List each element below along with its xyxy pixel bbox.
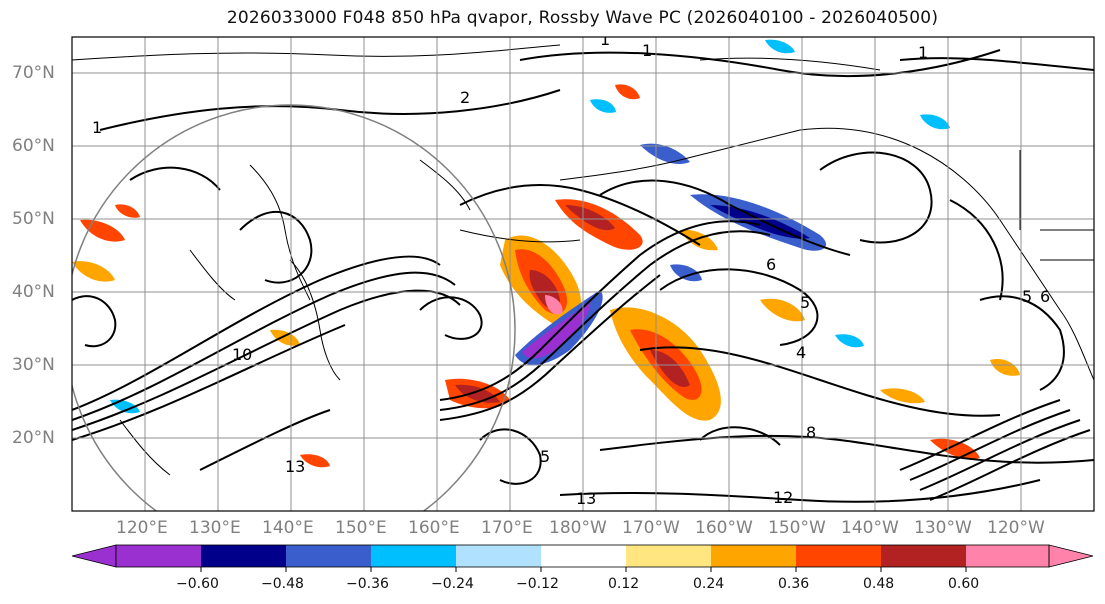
contour-label: 1 bbox=[642, 41, 652, 60]
lon-label: 130°W bbox=[914, 518, 972, 538]
contour-label: 6 bbox=[766, 255, 776, 274]
gridlines bbox=[72, 37, 1094, 511]
colorbar-bin bbox=[626, 545, 711, 567]
colorbar-bin bbox=[881, 545, 966, 567]
lon-label: 120°W bbox=[987, 518, 1045, 538]
colorbar-bin bbox=[796, 545, 881, 567]
lat-label: 60°N bbox=[12, 136, 55, 156]
colorbar-frame bbox=[115, 544, 1050, 568]
lon-label: 130°E bbox=[189, 518, 241, 538]
colorbar-extend-low bbox=[71, 544, 117, 568]
colorbar-bin bbox=[966, 545, 1049, 567]
analysis-circle bbox=[72, 104, 516, 511]
lon-label: 170°W bbox=[622, 518, 680, 538]
contour-label: 6 bbox=[1040, 287, 1050, 306]
lat-label: 30°N bbox=[12, 355, 55, 375]
shading-positive bbox=[72, 84, 1020, 468]
colorbar-tick-label: −0.12 bbox=[516, 576, 559, 592]
lon-label: 140°E bbox=[262, 518, 314, 538]
colorbar-tick-label: 0.36 bbox=[778, 576, 810, 592]
contour-label: 13 bbox=[285, 457, 305, 476]
map-title: 2026033000 F048 850 hPa qvapor, Rossby W… bbox=[226, 8, 939, 28]
contour-label: 1 bbox=[918, 43, 928, 62]
lat-label: 20°N bbox=[12, 428, 55, 448]
colorbar-tick-label: −0.24 bbox=[431, 576, 474, 592]
lon-label: 150°W bbox=[768, 518, 826, 538]
lat-label: 40°N bbox=[12, 282, 55, 302]
colorbar-bin bbox=[116, 545, 201, 567]
colorbar-tick-label: −0.60 bbox=[176, 576, 219, 592]
coastlines bbox=[72, 44, 1094, 476]
contour-label: 2 bbox=[460, 88, 470, 107]
lon-label: 180°W bbox=[549, 518, 607, 538]
lon-label: 140°W bbox=[841, 518, 899, 538]
colorbar-tick-label: 0.24 bbox=[693, 576, 725, 592]
lon-label: 150°E bbox=[335, 518, 387, 538]
colorbar-bin bbox=[371, 545, 456, 567]
colorbar-extend-high bbox=[1048, 544, 1094, 568]
colorbar-bin bbox=[711, 545, 796, 567]
colorbar-tick-label: 0.48 bbox=[863, 576, 895, 592]
colorbar-bin bbox=[201, 545, 286, 567]
colorbar-tick-label: −0.36 bbox=[346, 576, 389, 592]
lon-label: 170°E bbox=[481, 518, 533, 538]
map-content: 1 1 1 1 2 4 5 5 6 6 8 10 12 13 13 5 bbox=[72, 30, 1094, 511]
contour-label-group: 1 1 1 1 2 4 5 5 6 6 8 10 12 13 13 5 bbox=[92, 30, 1050, 508]
contour-label: 1 bbox=[92, 118, 102, 137]
map-frame bbox=[71, 36, 1095, 512]
contour-label: 1 bbox=[600, 30, 610, 49]
colorbar-bin bbox=[541, 545, 626, 567]
contour-label: 5 bbox=[1022, 287, 1032, 306]
lat-label: 70°N bbox=[12, 63, 55, 83]
contour-label: 13 bbox=[576, 489, 596, 508]
lon-label: 160°W bbox=[695, 518, 753, 538]
colorbar-bin bbox=[456, 545, 541, 567]
contour-lines bbox=[72, 49, 1094, 503]
contour-label: 5 bbox=[540, 447, 550, 466]
colorbar-tick-label: 0.12 bbox=[608, 576, 640, 592]
contour-label: 12 bbox=[773, 488, 793, 507]
contour-label: 5 bbox=[800, 293, 810, 312]
contour-label: 10 bbox=[232, 345, 252, 364]
colorbar-ticks bbox=[200, 567, 967, 572]
lon-label: 160°E bbox=[408, 518, 460, 538]
colorbar-bin bbox=[286, 545, 371, 567]
contour-label: 4 bbox=[796, 343, 806, 362]
lon-label: 120°E bbox=[116, 518, 168, 538]
colorbar-tick-label: −0.48 bbox=[261, 576, 304, 592]
lat-label: 50°N bbox=[12, 209, 55, 229]
contour-label: 8 bbox=[806, 423, 816, 442]
colorbar bbox=[71, 544, 1094, 572]
colorbar-tick-label: 0.60 bbox=[948, 576, 980, 592]
